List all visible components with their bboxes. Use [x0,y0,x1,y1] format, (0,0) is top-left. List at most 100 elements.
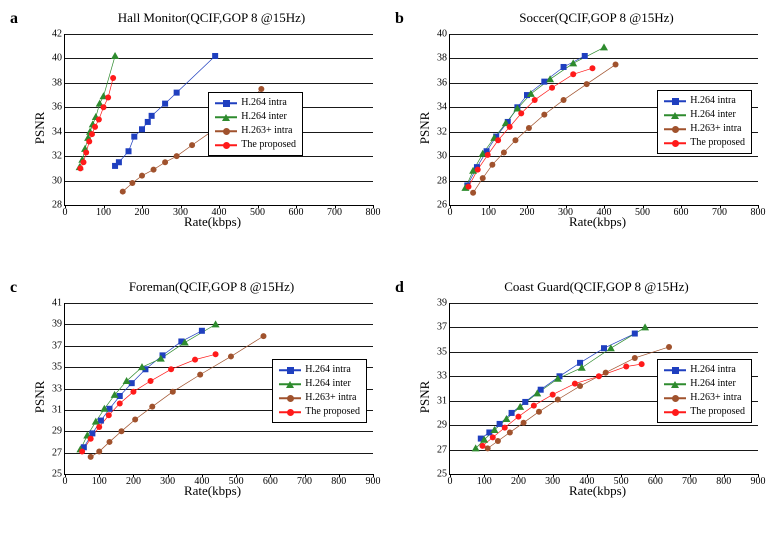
y-axis-label: PSNR [417,112,433,145]
marker-h263_intra [149,404,155,410]
panel-label: b [395,10,404,28]
x-tick-label: 100 [96,205,111,218]
legend-label: The proposed [305,405,360,419]
x-tick-label: 400 [194,474,209,487]
legend-row-h263_intra: H.263+ intra [215,124,296,138]
y-tick-label: 27 [437,444,450,455]
legend: H.264 intraH.264 interH.263+ intraThe pr… [657,90,752,154]
x-tick-label: 700 [712,205,727,218]
chart-title: Soccer(QCIF,GOP 8 @15Hz) [425,10,768,26]
marker-h264_intra [509,410,515,416]
marker-h263_intra [480,175,486,181]
y-axis-label: PSNR [32,381,48,414]
marker-h263_intra [139,173,145,179]
marker-h263_intra [197,372,203,378]
legend-label: The proposed [241,138,296,152]
marker-proposed [88,436,94,442]
x-tick-label: 200 [520,205,535,218]
x-tick-label: 300 [545,474,560,487]
legend-row-h264_inter: H.264 inter [215,110,296,124]
marker-proposed [550,392,556,398]
marker-h263_intra [521,420,527,426]
legend-row-h264_intra: H.264 intra [215,96,296,110]
legend-row-proposed: The proposed [279,405,360,419]
marker-h264_intra [522,399,528,405]
y-tick-label: 30 [437,151,450,162]
panel-c: cForeman(QCIF,GOP 8 @15Hz)PSNRRate(kbps)… [10,279,383,536]
y-axis-label: PSNR [32,112,48,145]
legend-label: H.264 intra [241,96,287,110]
marker-h263_intra [174,153,180,159]
x-tick-label: 0 [448,474,453,487]
x-tick-label: 700 [682,474,697,487]
marker-h264_intra [116,159,122,165]
marker-h263_intra [495,438,501,444]
y-tick-label: 36 [52,102,65,113]
marker-proposed [213,351,219,357]
x-tick-label: 200 [511,474,526,487]
legend-row-h264_inter: H.264 inter [664,108,745,122]
legend-row-h264_inter: H.264 inter [664,377,745,391]
chart-body: PSNRRate(kbps)25272931333537390100200300… [431,297,764,497]
marker-h264_inter [111,52,119,59]
plot-area: 2830323436384042010020030040050060070080… [64,34,373,206]
x-tick-label: 500 [229,474,244,487]
legend: H.264 intraH.264 interH.263+ intraThe pr… [208,92,303,156]
x-tick-label: 600 [263,474,278,487]
marker-h263_intra [613,62,619,68]
marker-proposed [515,414,521,420]
x-tick-label: 100 [92,474,107,487]
marker-h264_intra [212,53,218,59]
marker-proposed [596,373,602,379]
legend-row-h263_intra: H.263+ intra [664,391,745,405]
marker-h264_inter [600,43,608,50]
legend-row-h264_intra: H.264 intra [664,363,745,377]
x-tick-label: 800 [751,205,766,218]
marker-proposed [80,159,86,165]
marker-h263_intra [88,454,94,460]
marker-proposed [465,184,471,190]
marker-h264_intra [117,393,123,399]
marker-h263_intra [501,149,507,155]
marker-h264_inter [569,59,577,66]
x-tick-label: 600 [648,474,663,487]
chart-body: PSNRRate(kbps)28303234363840420100200300… [46,28,379,228]
marker-proposed [101,104,107,110]
marker-proposed [502,425,508,431]
marker-proposed [89,131,95,137]
marker-proposed [507,124,513,130]
chart-body: PSNRRate(kbps)26283032343638400100200300… [431,28,764,228]
y-tick-label: 33 [437,371,450,382]
marker-proposed [83,149,89,155]
plot-area: 2527293133353739410100200300400500600700… [64,303,373,475]
plot-area: 2628303234363840010020030040050060070080… [449,34,758,206]
legend-label: H.264 inter [690,377,736,391]
x-tick-label: 600 [674,205,689,218]
marker-h263_intra [132,416,138,422]
panel-a: aHall Monitor(QCIF,GOP 8 @15Hz)PSNRRate(… [10,10,383,267]
y-tick-label: 39 [437,298,450,309]
x-tick-label: 800 [331,474,346,487]
chart-title: Hall Monitor(QCIF,GOP 8 @15Hz) [40,10,383,26]
marker-h264_intra [149,113,155,119]
x-tick-label: 100 [477,474,492,487]
marker-proposed [589,65,595,71]
marker-proposed [549,85,555,91]
marker-h264_intra [89,430,95,436]
marker-h264_inter [641,323,649,330]
x-tick-label: 300 [558,205,573,218]
marker-proposed [110,75,116,81]
marker-h263_intra [228,353,234,359]
marker-proposed [86,138,92,144]
marker-proposed [572,381,578,387]
marker-h263_intra [470,190,476,196]
legend-label: H.264 intra [690,94,736,108]
marker-proposed [192,357,198,363]
y-tick-label: 28 [437,175,450,186]
legend-row-h263_intra: H.263+ intra [664,122,745,136]
marker-h263_intra [536,409,542,415]
x-tick-label: 800 [716,474,731,487]
x-tick-label: 200 [126,474,141,487]
legend-label: H.264 inter [241,110,287,124]
y-tick-label: 34 [52,126,65,137]
